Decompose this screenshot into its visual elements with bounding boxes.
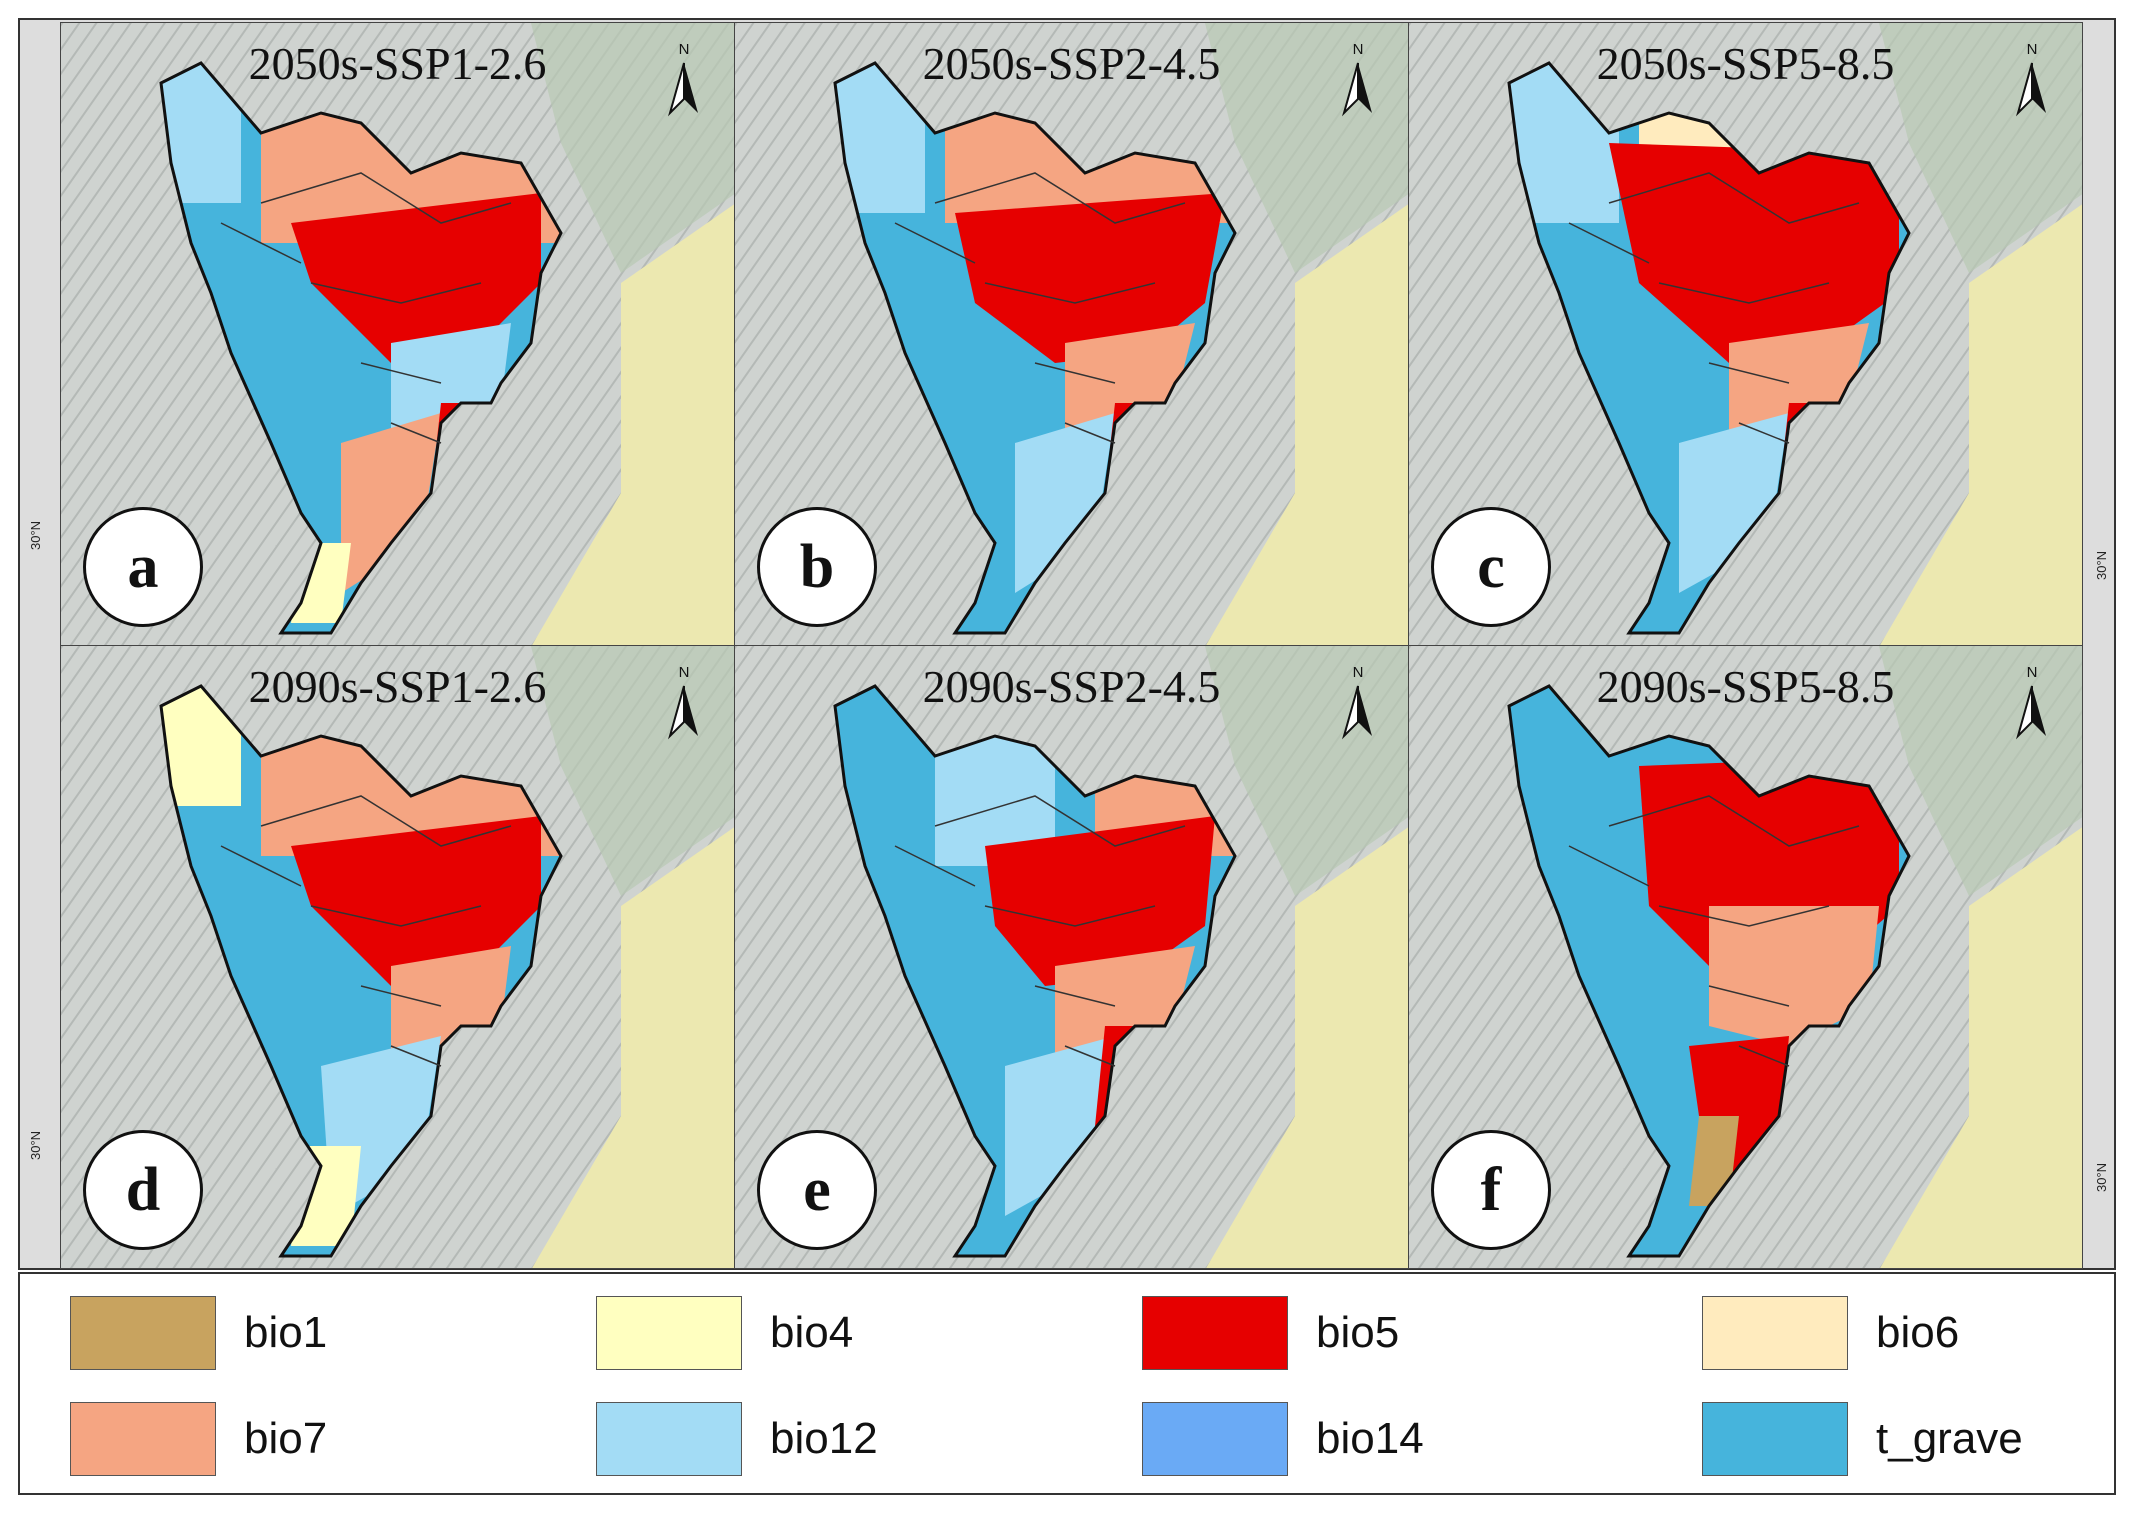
legend-label: bio1 — [244, 1308, 328, 1357]
legend-label: bio12 — [770, 1414, 878, 1463]
panel-title: 2050s-SSP5-8.5 — [1596, 38, 1895, 89]
legend-swatch — [596, 1402, 742, 1476]
north-label: N — [1352, 41, 1364, 58]
map-legend: bio1 bio4 bio5 bio6 bio7 bio12 bio14 t_g… — [18, 1272, 2116, 1495]
legend-label: t_grave — [1876, 1414, 2023, 1463]
map-figure-frame: 2050s-SSP1-2.6 N a 2050s-SSP2-4.5 N b 20… — [18, 18, 2116, 1270]
legend-swatch — [70, 1402, 216, 1476]
north-arrow-icon: N — [1334, 41, 1382, 121]
north-label: N — [678, 664, 690, 681]
north-arrow-icon: N — [660, 41, 708, 121]
legend-item-bio12: bio12 — [596, 1402, 878, 1476]
legend-label: bio14 — [1316, 1414, 1424, 1463]
panel-letter-badge: c — [1431, 507, 1551, 627]
north-label: N — [2026, 41, 2038, 58]
legend-item-bio7: bio7 — [70, 1402, 327, 1476]
panel-title: 2050s-SSP2-4.5 — [922, 38, 1221, 89]
legend-label: bio6 — [1876, 1308, 1960, 1357]
panel-letter-badge: d — [83, 1130, 203, 1250]
north-arrow-icon: N — [2008, 664, 2056, 744]
legend-item-bio6: bio6 — [1702, 1296, 1959, 1370]
north-label: N — [2026, 664, 2038, 681]
north-arrow-icon: N — [2008, 41, 2056, 121]
legend-label: bio5 — [1316, 1308, 1400, 1357]
map-panel-b: 2050s-SSP2-4.5 N b — [734, 22, 1409, 646]
north-arrow-icon: N — [1334, 664, 1382, 744]
map-panel-c: 2050s-SSP5-8.5 N c — [1408, 22, 2083, 646]
north-arrow-icon: N — [660, 664, 708, 744]
map-panel-e: 2090s-SSP2-4.5 N e — [734, 645, 1409, 1269]
legend-item-bio5: bio5 — [1142, 1296, 1399, 1370]
legend-swatch — [1142, 1402, 1288, 1476]
map-panel-f: 2090s-SSP5-8.5 N f — [1408, 645, 2083, 1269]
map-panel-d: 2090s-SSP1-2.6 N d — [60, 645, 735, 1269]
panel-letter-badge: f — [1431, 1130, 1551, 1250]
latitude-label: 30°N — [2094, 550, 2109, 580]
panel-title: 2090s-SSP2-4.5 — [922, 661, 1221, 712]
north-label: N — [678, 41, 690, 58]
latitude-label: 30°N — [28, 520, 43, 550]
map-panel-a: 2050s-SSP1-2.6 N a — [60, 22, 735, 646]
panel-letter-badge: b — [757, 507, 877, 627]
legend-label: bio7 — [244, 1414, 328, 1463]
north-label: N — [1352, 664, 1364, 681]
legend-item-bio1: bio1 — [70, 1296, 327, 1370]
latitude-label: 30°N — [2094, 1162, 2109, 1192]
legend-label: bio4 — [770, 1308, 854, 1357]
legend-swatch — [1702, 1402, 1848, 1476]
panel-title: 2090s-SSP1-2.6 — [248, 661, 547, 712]
legend-swatch — [1142, 1296, 1288, 1370]
legend-item-bio4: bio4 — [596, 1296, 853, 1370]
latitude-label: 30°N — [28, 1130, 43, 1160]
legend-swatch — [70, 1296, 216, 1370]
legend-item-bio14: bio14 — [1142, 1402, 1424, 1476]
panel-letter-badge: e — [757, 1130, 877, 1250]
panel-title: 2090s-SSP5-8.5 — [1596, 661, 1895, 712]
legend-swatch — [1702, 1296, 1848, 1370]
legend-swatch — [596, 1296, 742, 1370]
legend-item-t-grave: t_grave — [1702, 1402, 2023, 1476]
panel-title: 2050s-SSP1-2.6 — [248, 38, 547, 89]
panel-letter-badge: a — [83, 507, 203, 627]
